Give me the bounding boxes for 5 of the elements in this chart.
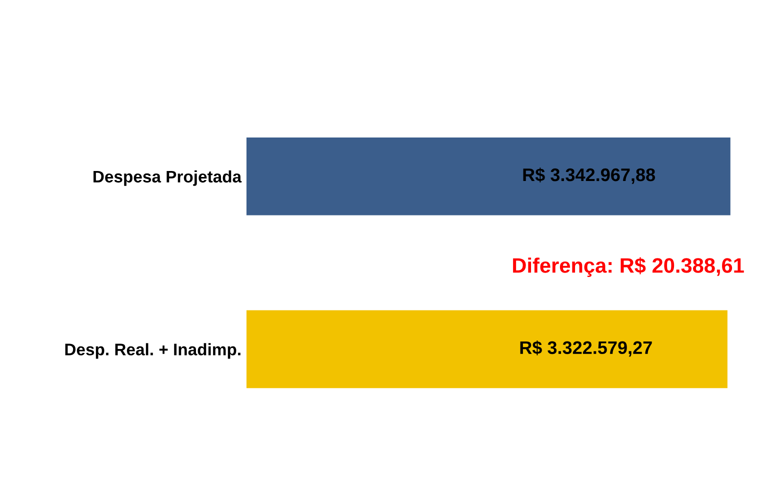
data-label: R$ 3.322.579,27 (520, 340, 652, 357)
data-label: R$ 3.342.967,88 (523, 168, 656, 184)
y-tick-label: Despesa Projetada (94, 170, 242, 186)
y-tick-label: Desp. Real. + Inadimp. (65, 343, 240, 359)
annotation: Diferença: R$ 20.388,61 (513, 257, 744, 277)
